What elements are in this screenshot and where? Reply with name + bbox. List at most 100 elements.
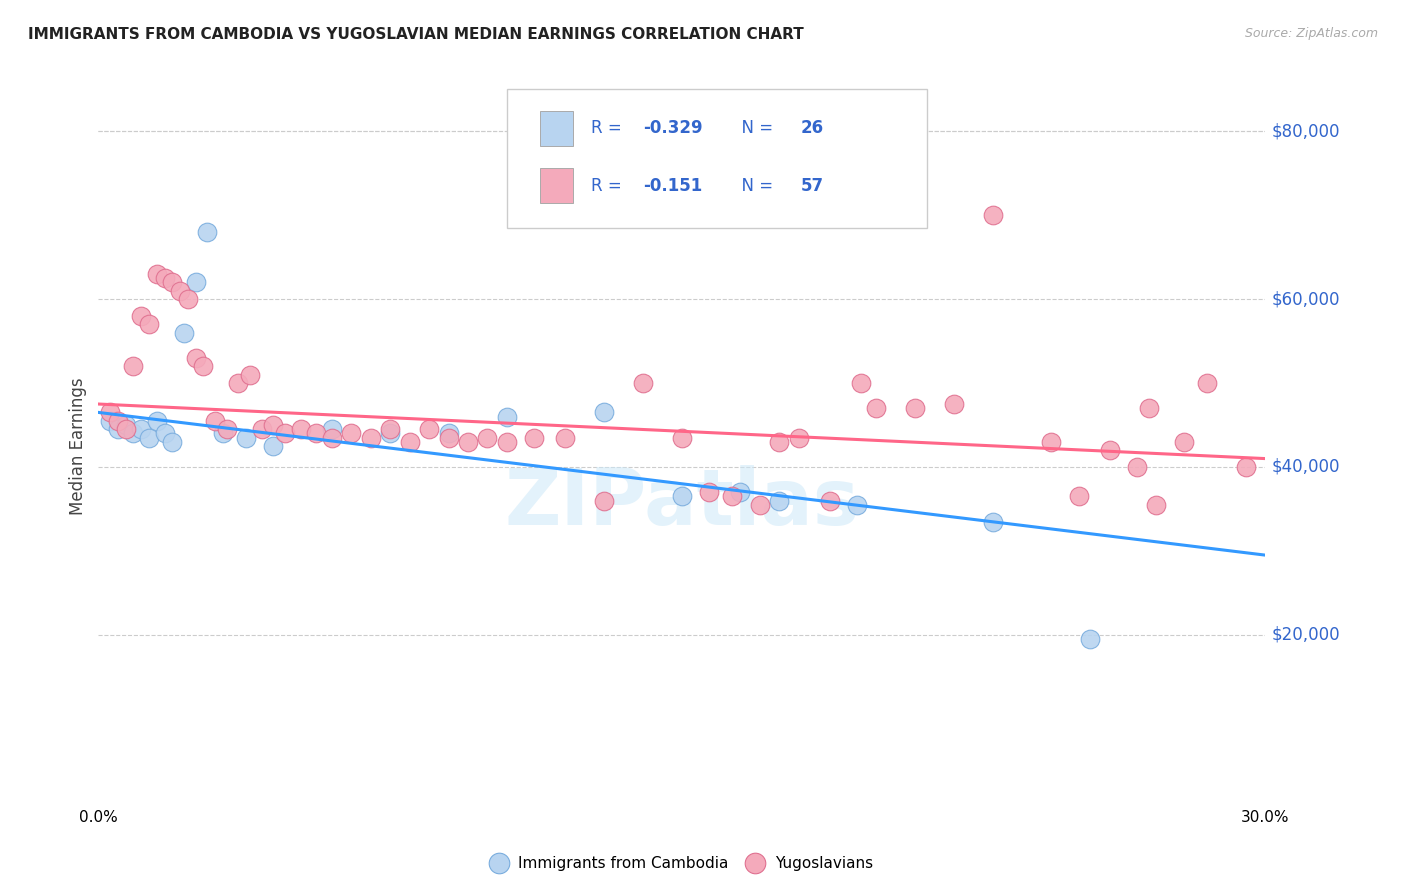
Text: $80,000: $80,000	[1271, 122, 1340, 140]
Point	[981, 515, 1004, 529]
Point	[768, 493, 790, 508]
Text: 26: 26	[800, 120, 824, 137]
Text: Source: ZipAtlas.com: Source: ZipAtlas.com	[1244, 27, 1378, 40]
Text: N =: N =	[731, 177, 778, 194]
Point	[228, 376, 250, 390]
Text: -0.329: -0.329	[643, 120, 703, 137]
Point	[981, 208, 1004, 222]
Point	[98, 414, 121, 428]
Point	[360, 431, 382, 445]
Point	[138, 431, 160, 445]
Point	[554, 431, 576, 445]
Text: N =: N =	[731, 120, 778, 137]
Point	[162, 275, 184, 289]
Point	[146, 414, 169, 428]
Point	[671, 489, 693, 503]
Point	[818, 493, 841, 508]
Point	[107, 422, 129, 436]
Text: ZIPatlas: ZIPatlas	[505, 465, 859, 541]
Legend: Immigrants from Cambodia, Yugoslavians: Immigrants from Cambodia, Yugoslavians	[485, 850, 879, 877]
Point	[193, 359, 215, 374]
Point	[321, 431, 343, 445]
Point	[849, 376, 872, 390]
Point	[177, 292, 200, 306]
Point	[1098, 443, 1121, 458]
Text: -0.151: -0.151	[643, 177, 703, 194]
Point	[138, 318, 160, 332]
Point	[107, 414, 129, 428]
Point	[212, 426, 235, 441]
Point	[122, 359, 145, 374]
Text: $60,000: $60,000	[1271, 290, 1340, 308]
Point	[129, 309, 152, 323]
Point	[768, 434, 790, 449]
Point	[1195, 376, 1218, 390]
Point	[495, 434, 517, 449]
Point	[477, 431, 499, 445]
Point	[378, 422, 402, 436]
Text: R =: R =	[591, 120, 627, 137]
Point	[122, 426, 145, 441]
Point	[146, 267, 169, 281]
Point	[114, 417, 136, 432]
Point	[162, 434, 184, 449]
Point	[865, 401, 887, 416]
FancyBboxPatch shape	[540, 112, 574, 145]
Point	[340, 426, 363, 441]
Point	[215, 422, 238, 436]
Point	[262, 417, 284, 432]
Point	[1234, 460, 1257, 475]
Point	[748, 498, 770, 512]
Point	[1146, 498, 1168, 512]
Point	[204, 414, 226, 428]
Point	[250, 422, 273, 436]
Point	[787, 431, 810, 445]
Point	[437, 426, 460, 441]
Point	[321, 422, 343, 436]
Point	[1067, 489, 1090, 503]
Point	[98, 405, 121, 419]
Point	[195, 225, 218, 239]
Point	[1040, 434, 1063, 449]
Point	[114, 422, 136, 436]
Point	[697, 485, 720, 500]
Point	[262, 439, 284, 453]
Point	[904, 401, 927, 416]
Point	[457, 434, 479, 449]
FancyBboxPatch shape	[506, 89, 927, 228]
Point	[235, 431, 257, 445]
Point	[239, 368, 262, 382]
Point	[184, 275, 207, 289]
Point	[671, 431, 693, 445]
Point	[721, 489, 744, 503]
Point	[943, 397, 966, 411]
Point	[437, 431, 460, 445]
Text: IMMIGRANTS FROM CAMBODIA VS YUGOSLAVIAN MEDIAN EARNINGS CORRELATION CHART: IMMIGRANTS FROM CAMBODIA VS YUGOSLAVIAN …	[28, 27, 804, 42]
Point	[1137, 401, 1160, 416]
Point	[593, 405, 616, 419]
Point	[290, 422, 312, 436]
Point	[495, 409, 517, 424]
Text: R =: R =	[591, 177, 627, 194]
Point	[173, 326, 195, 340]
Point	[378, 426, 402, 441]
Text: 57: 57	[800, 177, 824, 194]
Point	[184, 351, 207, 365]
Point	[1126, 460, 1149, 475]
Text: $40,000: $40,000	[1271, 458, 1340, 476]
Point	[169, 284, 191, 298]
Point	[418, 422, 440, 436]
Point	[523, 431, 546, 445]
Point	[730, 485, 752, 500]
Point	[305, 426, 328, 441]
Point	[398, 434, 420, 449]
Point	[153, 426, 176, 441]
Point	[274, 426, 297, 441]
Point	[631, 376, 654, 390]
FancyBboxPatch shape	[540, 169, 574, 202]
Point	[593, 493, 616, 508]
Point	[1080, 632, 1102, 646]
Point	[1173, 434, 1195, 449]
Y-axis label: Median Earnings: Median Earnings	[69, 377, 87, 515]
Point	[153, 271, 176, 285]
